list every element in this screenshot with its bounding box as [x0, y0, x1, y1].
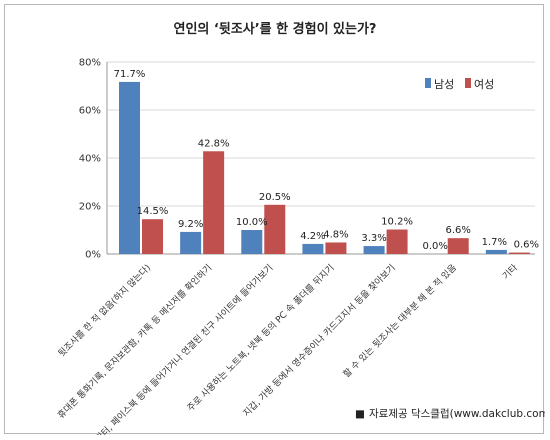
bar-female	[386, 229, 408, 254]
bar-male	[241, 230, 263, 254]
label-layer: 71.7% 9.2% 10.0% 4.2% 3.3% 0.0% 1.7% 14.5% 42.8%…	[114, 69, 539, 252]
x-tick-label: 기타	[500, 262, 520, 282]
legend: 남성 여성	[425, 78, 494, 91]
bar-female	[325, 242, 347, 254]
data-label-female: 14.5%	[137, 206, 169, 217]
data-label-male: 3.3%	[361, 233, 386, 244]
data-label-female: 4.8%	[323, 229, 348, 240]
data-label-female: 10.2%	[381, 217, 413, 228]
data-label-female: 0.6%	[514, 240, 539, 251]
bar-female	[447, 238, 469, 254]
data-label-male: 1.7%	[482, 237, 507, 248]
data-label-female: 20.5%	[259, 192, 291, 203]
bar-female	[264, 204, 286, 254]
bar-female	[142, 219, 163, 254]
y-tick-label: 80%	[79, 58, 101, 69]
bar-female	[203, 151, 225, 254]
data-label-male: 10.0%	[236, 217, 268, 228]
bar-male	[302, 243, 324, 254]
y-tick-label: 40%	[79, 154, 101, 165]
chart-canvas: 연인의 ‘뒷조사’를 한 경험이 있는가? 0% 20% 40% 60% 80% 71.…	[55, 21, 545, 435]
data-label-male: 71.7%	[114, 69, 146, 80]
data-label-female: 42.8%	[198, 138, 230, 149]
bar-layer	[119, 81, 530, 254]
bar-male	[485, 249, 507, 254]
bar-male	[180, 231, 202, 254]
data-label-female: 6.6%	[446, 225, 471, 236]
source-marker: ■	[355, 408, 365, 420]
data-label-male: 9.2%	[178, 219, 203, 230]
y-tick-label: 60%	[79, 106, 101, 117]
source-note: ■ 자료제공 닥스클럽(www.dakclub.com)	[355, 407, 545, 420]
y-tick-label: 20%	[79, 202, 101, 213]
data-label-male: 0.0%	[423, 241, 448, 252]
source-text: 자료제공 닥스클럽(www.dakclub.com)	[369, 407, 545, 420]
data-label-male: 4.2%	[300, 231, 325, 242]
chart-frame: 연인의 ‘뒷조사’를 한 경험이 있는가? 0% 20% 40% 60% 80% 71.…	[4, 4, 545, 435]
y-tick-label: 0%	[85, 250, 101, 261]
legend-label-male: 남성	[434, 78, 454, 91]
bar-male	[119, 81, 140, 254]
bar-male	[363, 246, 385, 254]
legend-swatch-female	[465, 78, 471, 88]
x-tick-label: 할 수 있는 뒷조사는 대부분 해 본 적 있음	[340, 262, 458, 380]
legend-label-female: 여성	[474, 78, 494, 91]
bar-female	[508, 252, 530, 254]
chart-title: 연인의 ‘뒷조사’를 한 경험이 있는가?	[174, 21, 377, 37]
legend-swatch-male	[425, 78, 431, 88]
